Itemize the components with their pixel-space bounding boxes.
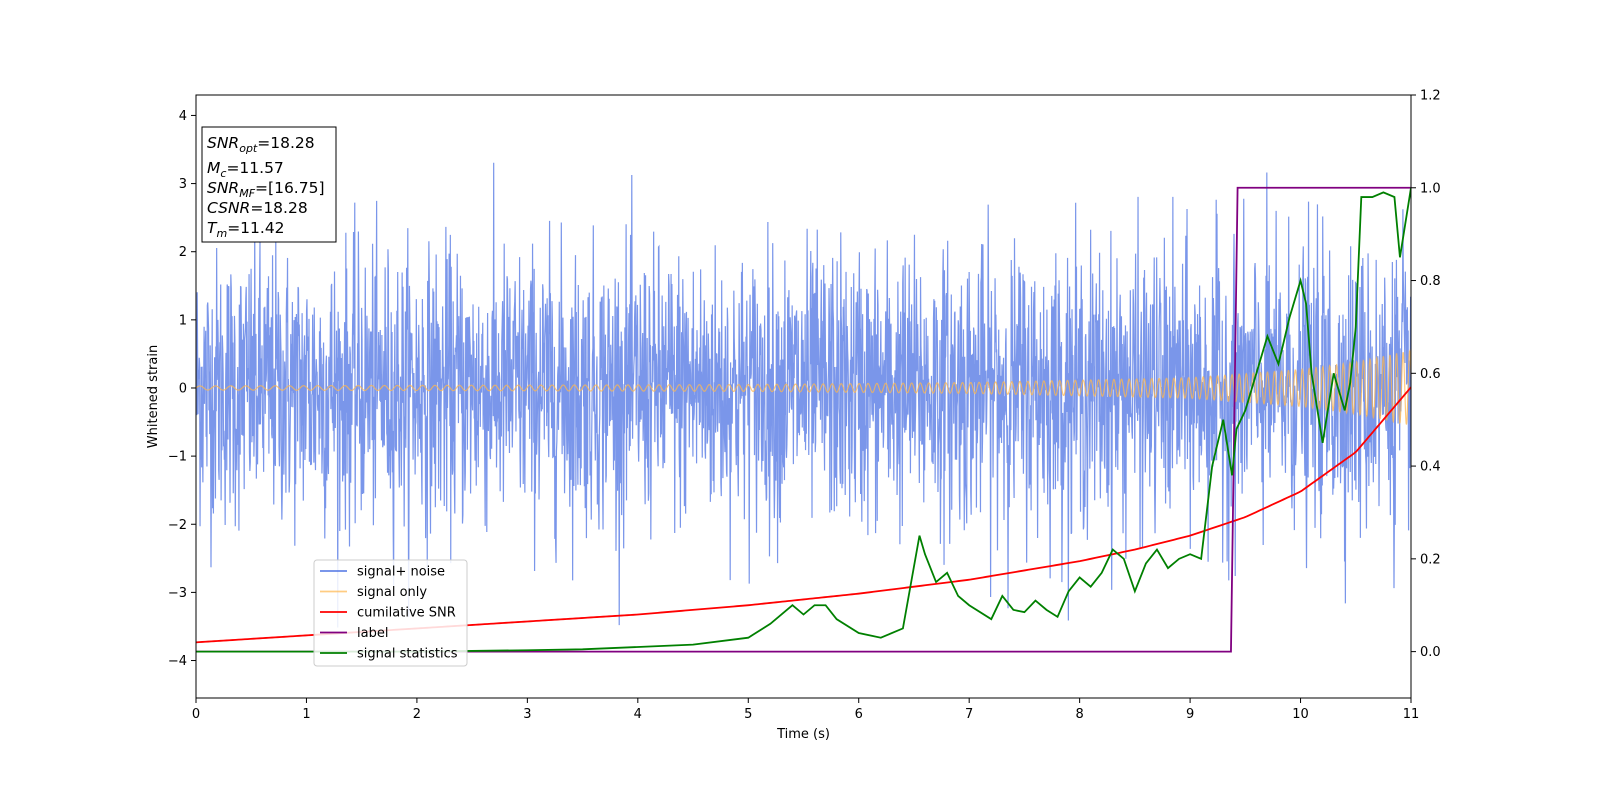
y-tick-label: −2: [168, 518, 187, 533]
x-tick-label: 4: [634, 707, 642, 722]
y-tick-label: 0: [179, 381, 187, 396]
legend-frame: [313, 559, 468, 667]
y2-tick-label: 0.4: [1420, 460, 1441, 475]
x-tick-label: 1: [302, 707, 310, 722]
x-tick-label: 5: [744, 707, 752, 722]
signal-only-line: [196, 348, 1411, 425]
y-tick-label: −4: [168, 654, 187, 669]
info-box-frame: [201, 126, 337, 243]
y2-tick-label: 0.8: [1420, 274, 1441, 289]
legend-entry: cumilative SNR: [357, 606, 456, 621]
x-tick-label: 0: [192, 707, 200, 722]
signal-noise-line: [196, 162, 1411, 628]
x-tick-label: 11: [1403, 707, 1420, 722]
y-tick-label: 4: [179, 109, 187, 124]
label-line: [196, 186, 1411, 653]
info-box: SNRopt=18.28 Mc=11.57 SNRMF=[16.75] CSNR…: [201, 126, 337, 243]
y2-tick-label: 1.0: [1420, 181, 1441, 196]
x-tick-label: 9: [1186, 707, 1194, 722]
y2-tick-label: 0.6: [1420, 367, 1441, 382]
signal-noise-series: [196, 162, 1411, 628]
x-axis-label: Time (s): [776, 727, 830, 742]
x-tick-label: 3: [523, 707, 531, 722]
axes: 0 1 2 3 4 5 6 7 8 9 10 11 −4 −3 −2 −1 0 1 2 3 4 0.0 0.2 0.4 0.6 0…: [168, 89, 1441, 723]
legend-entry: signal+ noise: [357, 565, 445, 580]
y2-tick-label: 0.2: [1420, 552, 1441, 567]
legend-entry: signal only: [357, 585, 427, 600]
info-csnr: CSNR=18.28: [207, 199, 308, 217]
y-tick-label: 1: [179, 313, 187, 328]
signal-only-series: [196, 348, 1411, 425]
x-tick-label: 8: [1075, 707, 1083, 722]
y-tick-label: 3: [179, 177, 187, 192]
y2-tick-label: 0.0: [1420, 645, 1441, 660]
x-tick-label: 10: [1292, 707, 1309, 722]
x-tick-label: 7: [965, 707, 973, 722]
x-tick-label: 2: [413, 707, 421, 722]
y-tick-label: −3: [168, 586, 187, 601]
info-snr-opt: SNRopt=18.28: [207, 134, 315, 155]
info-mc: Mc=11.57: [207, 159, 284, 180]
plot-frame: [195, 94, 1412, 699]
legend: signal+ noise signal only cumilative SNR la…: [313, 559, 468, 667]
x-tick-label: 6: [855, 707, 863, 722]
y-axis-label: Whitened strain: [146, 345, 161, 448]
info-snr-mf: SNRMF=[16.75]: [207, 179, 325, 200]
y-tick-label: 2: [179, 245, 187, 260]
y-tick-label: −1: [168, 450, 187, 465]
legend-entry: signal statistics: [357, 647, 458, 662]
signal-statistics-line: [196, 187, 1411, 653]
y2-tick-label: 1.2: [1420, 89, 1441, 104]
info-tm: Tm=11.42: [207, 219, 285, 240]
legend-entry: label: [357, 626, 388, 641]
